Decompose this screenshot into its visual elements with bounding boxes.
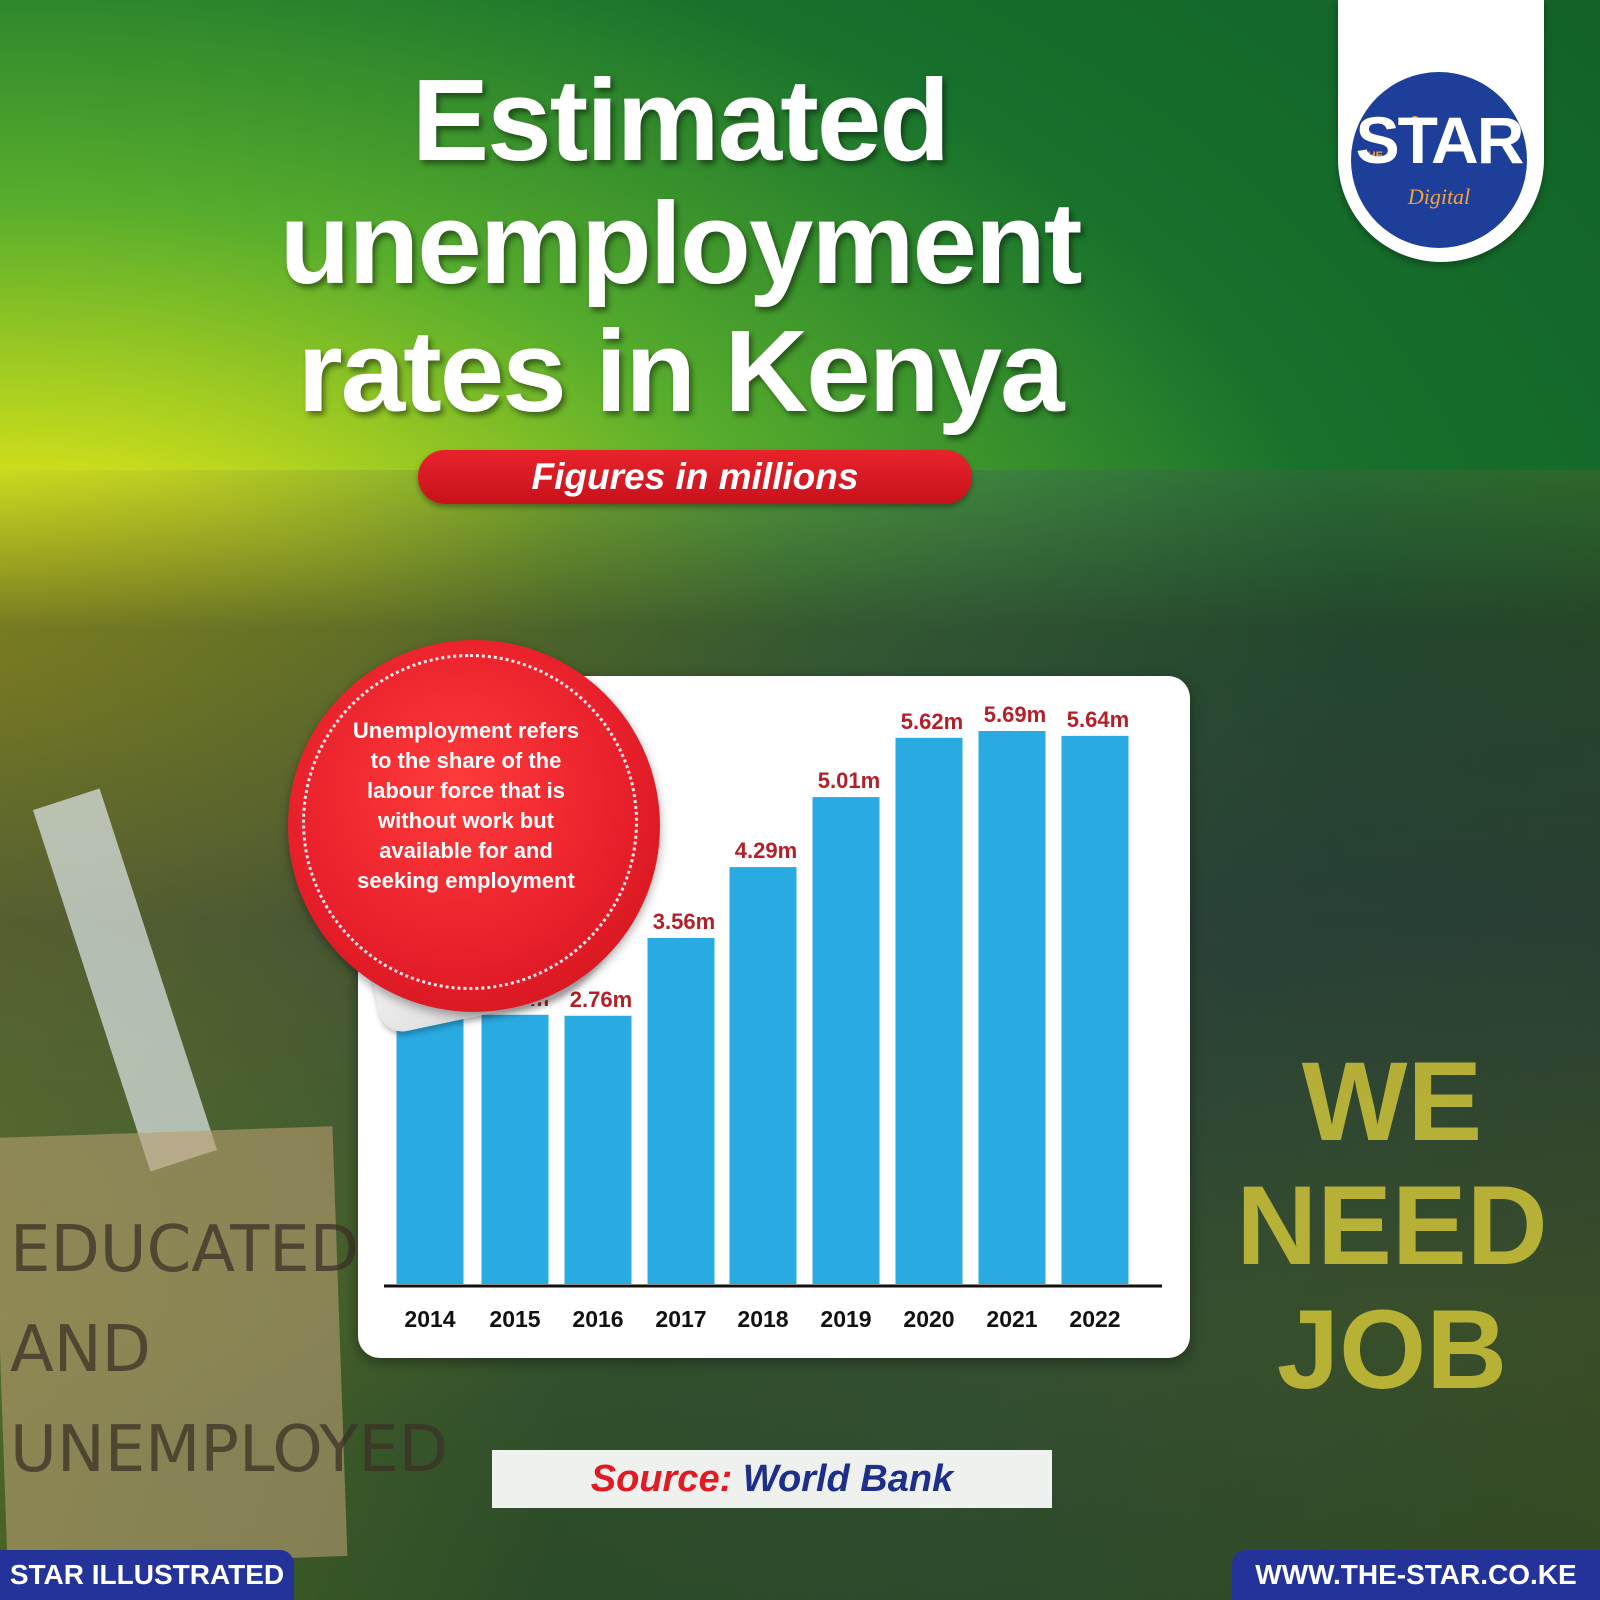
footer-star-illustrated: STAR ILLUSTRATED [0,1550,294,1600]
data-label-2018: 4.29m [735,838,797,863]
logo-star: STAR [1355,103,1525,177]
protest-sign-right-text: WE NEED JOB [1192,1040,1592,1412]
bar-2021 [978,731,1046,1284]
title-line-2: unemployment [279,178,1083,308]
data-label-2016: 2.76m [570,987,632,1012]
bar-2016 [564,1015,632,1284]
footer-website-link[interactable]: WWW.THE-STAR.CO.KE [1232,1550,1600,1600]
bar-2020 [895,737,963,1284]
star-dot-icon [1411,116,1419,124]
logo-the: THE [1361,150,1383,162]
star-logo-tab: THE STAR Digital [1338,0,1544,262]
sign-left-line: AND [10,1313,151,1387]
bar-2015 [481,1014,549,1284]
x-tick-2020: 2020 [903,1306,954,1332]
data-label-2017: 3.56m [653,909,715,934]
bar-2019 [812,797,880,1284]
bar-2022 [1061,735,1129,1284]
x-tick-2018: 2018 [737,1306,788,1332]
sign-right-line: WE NEED [1236,1039,1548,1288]
bar-2017 [647,938,715,1284]
data-label-2019: 5.01m [818,768,880,793]
data-label-2021: 5.69m [984,702,1046,727]
sign-right-line: JOB [1276,1287,1508,1412]
sign-left-line: EDUCATED [10,1213,359,1287]
x-tick-2017: 2017 [655,1306,706,1332]
x-tick-2021: 2021 [986,1306,1037,1332]
sticker-dotted-ring [302,654,638,990]
source-value: World Bank [742,1458,954,1500]
x-tick-2022: 2022 [1069,1306,1120,1332]
bar-2014 [396,1013,464,1284]
source-label: Source: [590,1458,733,1500]
protest-sign-left-text: EDUCATED AND UNEMPLOYED [10,1200,449,1500]
x-tick-2019: 2019 [820,1306,871,1332]
sign-left-line: UNEMPLOYED [10,1413,449,1487]
definition-text: Unemployment refers to the share of the … [352,718,580,893]
x-tick-2015: 2015 [489,1306,540,1332]
data-label-2020: 5.62m [901,709,963,734]
title-line-3: rates in Kenya [297,306,1064,436]
source-backdrop [492,1450,1052,1508]
star-logo: THE STAR Digital [1351,72,1527,248]
x-tick-2014: 2014 [404,1306,455,1332]
data-label-2022: 5.64m [1067,707,1129,732]
x-tick-2016: 2016 [572,1306,623,1332]
source-line: Source: World Bank [492,1450,1052,1508]
definition-sticker [288,640,660,1012]
logo-digital: Digital [1407,184,1471,209]
title-line-1: Estimated [411,55,950,185]
subtitle-badge: Figures in millions [418,450,972,504]
bar-2018 [729,867,797,1284]
